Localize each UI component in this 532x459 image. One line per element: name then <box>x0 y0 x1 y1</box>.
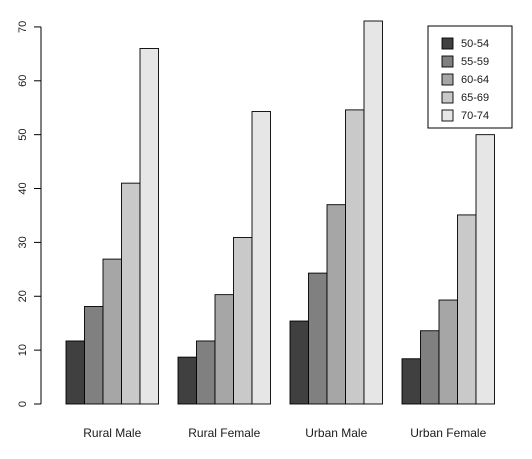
bar-urban-male-65-69 <box>345 109 365 405</box>
legend-swatch <box>441 55 454 68</box>
legend-swatch <box>441 37 454 50</box>
legend-label: 50-54 <box>461 38 489 50</box>
legend-swatch <box>441 73 454 86</box>
legend-label: 70-74 <box>461 110 489 122</box>
bar-urban-female-65-69 <box>457 214 477 405</box>
legend-label: 55-59 <box>461 56 489 68</box>
y-tick-label: 60 <box>17 75 29 87</box>
y-tick-label: 20 <box>17 290 29 302</box>
x-category-label: Urban Male <box>305 426 367 440</box>
bars-group <box>65 20 495 405</box>
bar-urban-male-55-59 <box>308 272 328 405</box>
legend-swatch <box>441 109 454 122</box>
bar-urban-female-55-59 <box>420 330 440 405</box>
x-category-label: Urban Female <box>410 426 486 440</box>
legend: 50-54 55-59 60-64 65-69 70-74 <box>427 25 513 129</box>
y-axis: 0 10 20 30 40 50 60 70 <box>17 21 42 407</box>
bar-rural-male-70-74 <box>139 48 159 405</box>
bar-urban-male-60-64 <box>326 204 346 405</box>
bar-urban-male-70-74 <box>363 20 383 405</box>
x-axis-labels: Rural Male Rural Female Urban Male Urban Fe… <box>83 426 486 440</box>
bar-rural-male-60-64 <box>102 258 122 405</box>
bar-urban-male-50-54 <box>289 320 309 405</box>
legend-label: 65-69 <box>461 92 489 104</box>
legend-swatch <box>441 91 454 104</box>
bar-rural-male-65-69 <box>121 182 141 405</box>
bar-rural-female-70-74 <box>251 111 271 405</box>
x-category-label: Rural Female <box>188 426 260 440</box>
y-tick-label: 0 <box>17 401 29 407</box>
bar-rural-female-50-54 <box>177 356 197 405</box>
y-tick-label: 50 <box>17 129 29 141</box>
y-tick-label: 70 <box>17 21 29 33</box>
bar-urban-female-50-54 <box>401 358 421 405</box>
legend-label: 60-64 <box>461 74 489 86</box>
y-tick-label: 10 <box>17 344 29 356</box>
bar-rural-female-60-64 <box>214 294 234 405</box>
x-category-label: Rural Male <box>83 426 141 440</box>
bar-urban-female-60-64 <box>438 299 458 405</box>
bar-rural-male-50-54 <box>65 340 85 405</box>
bar-urban-female-70-74 <box>475 134 495 405</box>
bar-rural-female-55-59 <box>196 340 216 405</box>
y-tick-label: 30 <box>17 236 29 248</box>
y-tick-label: 40 <box>17 182 29 194</box>
bar-rural-male-55-59 <box>84 306 104 405</box>
bar-rural-female-65-69 <box>233 237 253 405</box>
